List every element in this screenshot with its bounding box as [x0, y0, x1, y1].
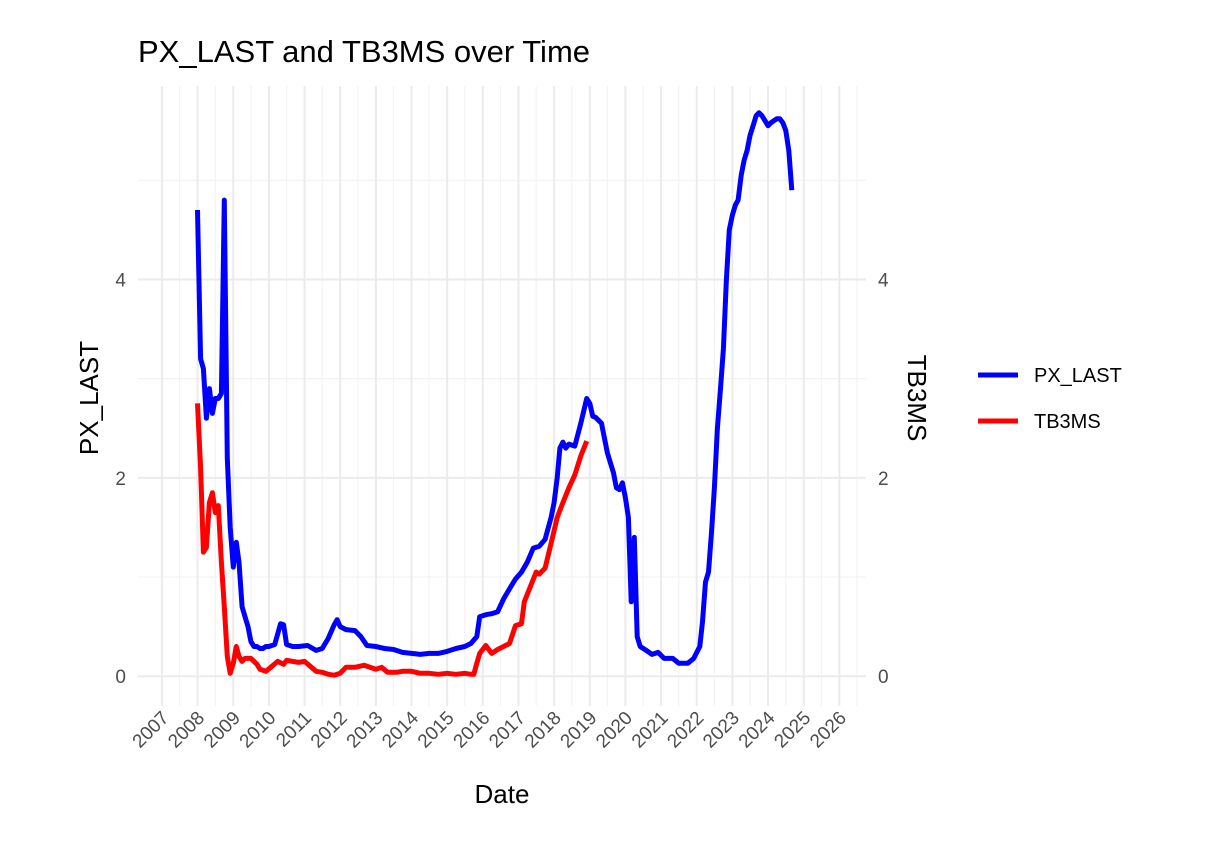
legend: PX_LAST TB3MS: [978, 365, 1122, 433]
y2-tick-label: 2: [878, 469, 889, 490]
series-line-tb3ms: [195, 403, 590, 678]
left-y-tick-labels: 0 2 4: [115, 270, 126, 688]
legend-label-tb3ms: TB3MS: [1034, 411, 1101, 433]
y-tick-label: 4: [115, 270, 126, 291]
y2-tick-label: 4: [878, 270, 889, 291]
grid: [138, 86, 866, 706]
y2-tick-label: 0: [878, 667, 889, 688]
legend-label-px-last: PX_LAST: [1034, 365, 1122, 387]
chart-title: PX_LAST and TB3MS over Time: [138, 34, 590, 69]
y-tick-label: 2: [115, 469, 126, 490]
series-line-px-last: [195, 110, 795, 666]
y2-axis-title: TB3MS: [902, 355, 932, 442]
x-axis-title: Date: [475, 779, 530, 809]
y-tick-label: 0: [115, 667, 126, 688]
series-lines: [195, 110, 795, 678]
y-axis-title: PX_LAST: [74, 341, 104, 455]
right-y-tick-labels: 0 2 4: [878, 270, 889, 688]
